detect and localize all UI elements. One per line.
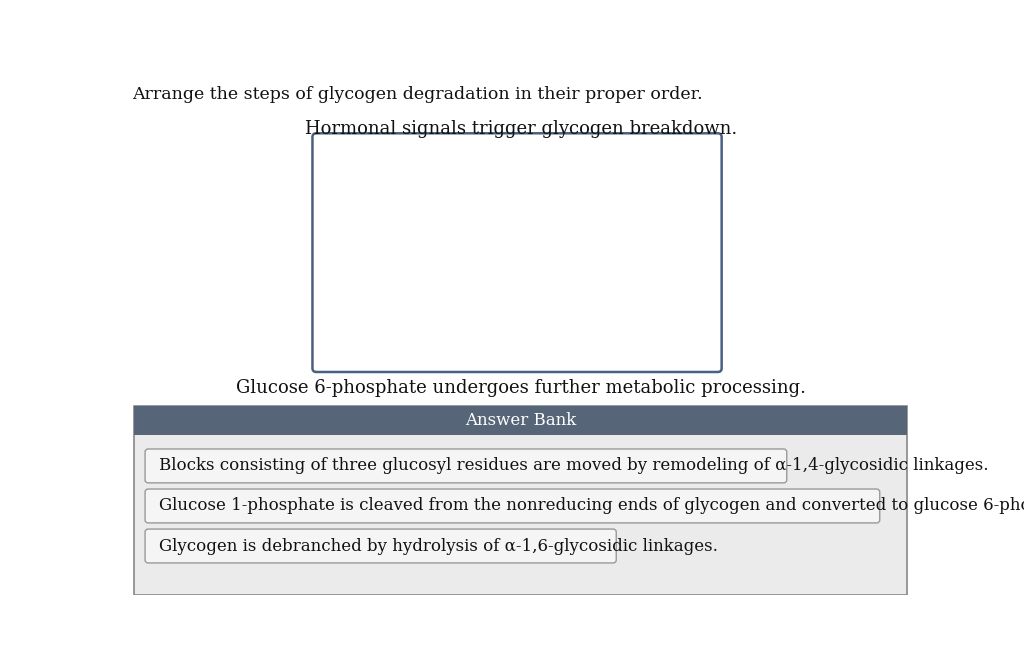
FancyBboxPatch shape	[145, 529, 616, 563]
Text: Arrange the steps of glycogen degradation in their proper order.: Arrange the steps of glycogen degradatio…	[132, 86, 702, 104]
Text: Hormonal signals trigger glycogen breakdown.: Hormonal signals trigger glycogen breakd…	[305, 120, 737, 138]
Bar	[134, 406, 907, 435]
Text: Glycogen is debranched by hydrolysis of α-1,6-glycosidic linkages.: Glycogen is debranched by hydrolysis of …	[159, 538, 718, 554]
FancyBboxPatch shape	[145, 449, 786, 483]
Text: Glucose 1-phosphate is cleaved from the nonreducing ends of glycogen and convert: Glucose 1-phosphate is cleaved from the …	[159, 498, 1024, 514]
Text: Blocks consisting of three glucosyl residues are moved by remodeling of α-1,4-gl: Blocks consisting of three glucosyl resi…	[159, 458, 988, 474]
Text: Answer Bank: Answer Bank	[465, 412, 577, 429]
Bar	[134, 406, 907, 595]
FancyBboxPatch shape	[312, 134, 722, 372]
Text: Glucose 6-phosphate undergoes further metabolic processing.: Glucose 6-phosphate undergoes further me…	[236, 379, 806, 397]
FancyBboxPatch shape	[145, 489, 880, 523]
